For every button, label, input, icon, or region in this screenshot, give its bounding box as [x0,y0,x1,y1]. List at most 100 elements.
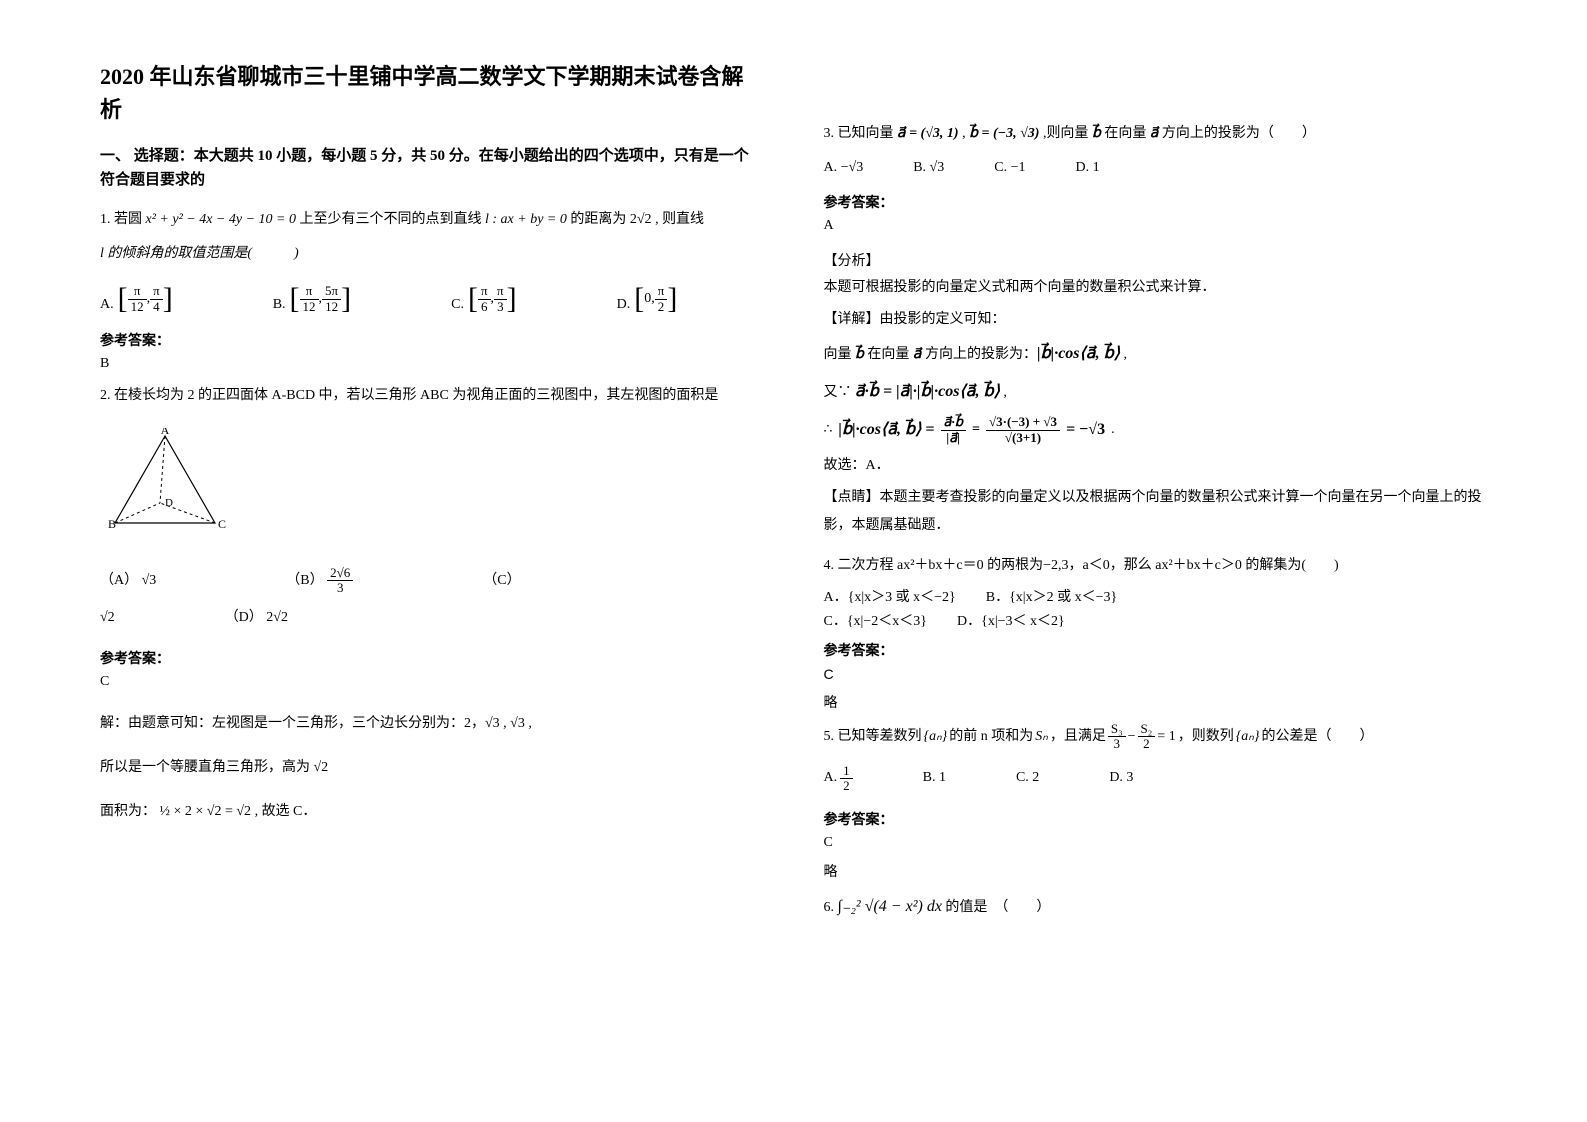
q2-optB-pre: （B） [286,573,327,588]
q1-optC-bracket: π6 , π3 [468,284,517,314]
q1-optA-n2: π [150,284,163,299]
q1-options: A. π12 , π4 B. π12 , 5π12 C. π6 , π3 D [100,284,764,314]
q3-d1-eq: |b⃗|·cos⟨a⃗, b⃗⟩ [1037,345,1120,362]
q3-optC: C. −1 [994,160,1025,176]
q1-optD-f2: π2 [655,284,668,314]
q5-minus: − [1128,723,1136,751]
q1-optC-f2: π3 [494,284,507,314]
q3-analysis-label: 【分析】 [824,250,1488,270]
q5-optA-n: 1 [840,764,853,779]
q3-ans-label: 参考答案： [824,192,1488,212]
q1-optA-n1: π [128,284,147,299]
q1-line2: l 的倾斜角的取值范围是( ) [100,240,764,268]
q1-optC: C. π6 , π3 [451,284,517,314]
q1-line1: 1. 若圆 x² + y² − 4x − 4y − 10 = 0 上至少有三个不… [100,206,764,234]
q3-d3-f2n: √3·(−3) + √3 [986,415,1060,430]
q5-optA-pre: A. [824,770,838,786]
section-1-head: 一、 选择题：本大题共 10 小题，每小题 5 分，共 50 分。在每小题给出的… [100,144,764,192]
q5-optB: B. 1 [923,770,946,786]
q2-sol3-eq: ½ × 2 × √2 = √2 [160,804,252,819]
q3-options: A. −√3 B. √3 C. −1 D. 1 [824,160,1488,176]
q5-mid1: 的前 n 项和为 [949,723,1033,751]
q6-text: 6. ∫₋₂² √(4 − x²) dx 的值是 （ ） [824,891,1488,923]
q3-d2-eq: a⃗·b⃗ = |a⃗|·|b⃗|·cos⟨a⃗, b⃗⟩ [855,383,1000,400]
q1-ans: B [100,356,764,372]
q1-optA: A. π12 , π4 [100,284,173,314]
q3-d1-b: b⃗ [855,347,864,362]
q5-sn: Sₙ [1035,723,1048,751]
fig-label-A: A [161,428,170,437]
q2-opts-row2: √2 （D） 2√2 [100,606,764,626]
q1-optC-f1: π6 [478,284,491,314]
left-column: 2020 年山东省聊城市三十里铺中学高二数学文下学期期末试卷含解析 一、 选择题… [100,60,764,1082]
q1-optB-f1: π12 [300,284,319,314]
q3-detail-label: 【详解】由投影的定义可知： [824,306,1488,334]
q5-f1n: S₃ [1108,722,1126,737]
q3-d3-pre: ∴ [824,416,833,444]
q1-optD-bracket: 0 , π2 [634,284,677,314]
q1-optA-f2: π4 [150,284,163,314]
q3-d1-end: 方向上的投影为： [921,347,1037,362]
q3-comment-text: 本题主要考查投影的向量定义以及根据两个向量的数量积公式来计算一个向量在另一个向量… [824,490,1482,533]
q1-ans-label: 参考答案： [100,330,764,350]
q5-rhs: = 1 [1157,723,1175,751]
q2-sol3-pre: 面积为： [100,804,156,819]
q2-optC: （C） [483,569,520,589]
q5-text: 5. 已知等差数列 {aₙ} 的前 n 项和为 Sₙ ，且满足 S₃3 − S₂… [824,722,1488,752]
q3-d3-eq2: = [972,416,980,444]
q1-optD-label: D. [617,297,631,313]
q2-ans: C [100,674,764,690]
q2-sol1: 解：由题意可知：左视图是一个三角形，三个边长分别为：2，√3 , √3 , [100,710,764,738]
q5-mid3: ，则数列 [1178,723,1234,751]
q5-seq: {aₙ} [924,723,948,751]
q4-opts-row2: C．{x|−2＜x＜3} D．{x|−3＜ x＜2} [824,610,1488,630]
q3-ans: A [824,218,1488,234]
q3-bsym: b⃗ [1092,126,1101,141]
q3-d3-f2d: √(3+1) [986,431,1060,445]
q3-mid: ,则向量 [1039,126,1092,141]
q1-optC-n2: π [494,284,507,299]
q3-mid2: 在向量 [1101,126,1150,141]
q1-optB-n1: π [300,284,319,299]
q6-eq: ∫₋₂² √(4 − x²) dx [838,898,942,915]
q1-optD-v1: 0 [644,291,651,307]
q5-ans: C [824,835,1488,851]
q1-optB-bracket: π12 , 5π12 [290,284,352,314]
q1-optD: D. 0 , π2 [617,284,678,314]
q3-d2-pre: 又∵ [824,385,856,400]
q5-optD: D. 3 [1109,770,1133,786]
q5-options: A. 12 B. 1 C. 2 D. 3 [824,764,1488,794]
q2-sol3-end: , 故选 C． [255,804,317,819]
q5-skip: 略 [824,861,1488,881]
q1-optB-d1: 12 [300,300,319,314]
q6-end: 的值是 （ ） [942,900,1051,915]
q1-optA-d1: 12 [128,300,147,314]
q3-d3-end: = −√3 [1066,414,1105,446]
q4-skip: 略 [824,692,1488,712]
q3-d3-f1n: a⃗·b⃗ [941,415,966,430]
q1-eq2: l : ax + by = 0 [485,212,567,227]
q1-optA-d2: 4 [150,300,163,314]
q1-end: , 则直线 [652,212,705,227]
q2-sol3: 面积为： ½ × 2 × √2 = √2 , 故选 C． [100,798,764,826]
q3-d3-f1: a⃗·b⃗|a⃗| [941,415,966,445]
q4-optA: A．{x|x＞3 或 x＜−2} [824,586,956,606]
q1-optB-n2: 5π [322,284,341,299]
q3-d1-mid: 在向量 [864,347,913,362]
q5-optA-d: 2 [840,779,853,793]
q1-optB-f2: 5π12 [322,284,341,314]
q3-detail1: 向量 b⃗ 在向量 a⃗ 方向上的投影为：|b⃗|·cos⟨a⃗, b⃗⟩ , [824,338,1488,370]
q3-optB: B. √3 [913,160,944,176]
right-column: 3. 已知向量 a⃗ = (√3, 1) , b⃗ = (−3, √3) ,则向… [824,60,1488,1082]
q1-optD-d2: 2 [655,300,668,314]
q1-mid2: 的距离为 [567,212,630,227]
q4-text: 4. 二次方程 ax²＋bx＋c＝0 的两根为−2,3，a＜0，那么 ax²＋b… [824,552,1488,580]
q3-d3-lhs: |b⃗|·cos⟨a⃗, b⃗⟩ = [838,414,934,446]
q2-optA: （A） √3 [100,569,156,589]
q4-ans-label: 参考答案： [824,640,1488,660]
q2-optD: （D） 2√2 [225,606,288,626]
q2-figure: A B C D [100,428,230,538]
q2-optB-frac: 2√63 [327,566,353,596]
q3-optD: D. 1 [1075,160,1099,176]
q5-optC: C. 2 [1016,770,1039,786]
